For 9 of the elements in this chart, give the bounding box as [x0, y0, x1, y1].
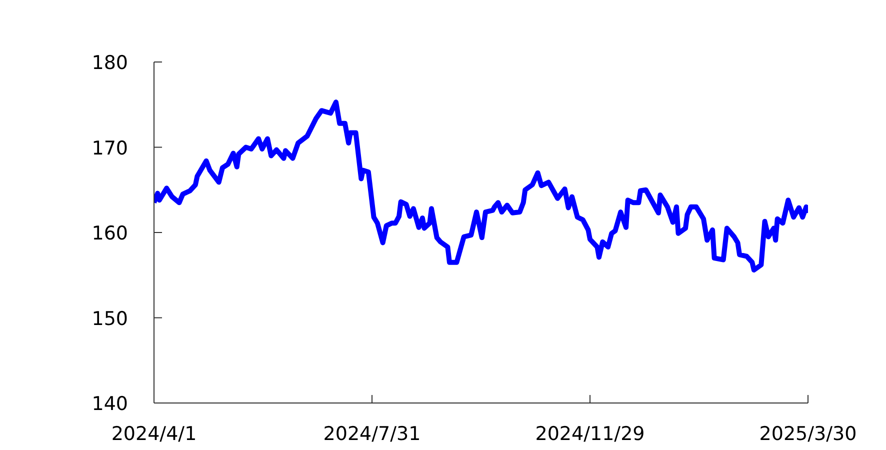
y-tick-label: 140 — [92, 393, 128, 415]
y-tick-label: 180 — [92, 52, 128, 74]
x-tick-label: 2024/4/1 — [111, 423, 197, 445]
x-tick-label: 2024/11/29 — [535, 423, 645, 445]
y-tick-label: 160 — [92, 222, 128, 244]
y-tick-label: 170 — [92, 137, 128, 160]
x-tick-label: 2024/7/31 — [323, 423, 421, 445]
x-tick-label: 2025/3/30 — [759, 423, 857, 445]
y-tick-label: 150 — [92, 308, 128, 330]
